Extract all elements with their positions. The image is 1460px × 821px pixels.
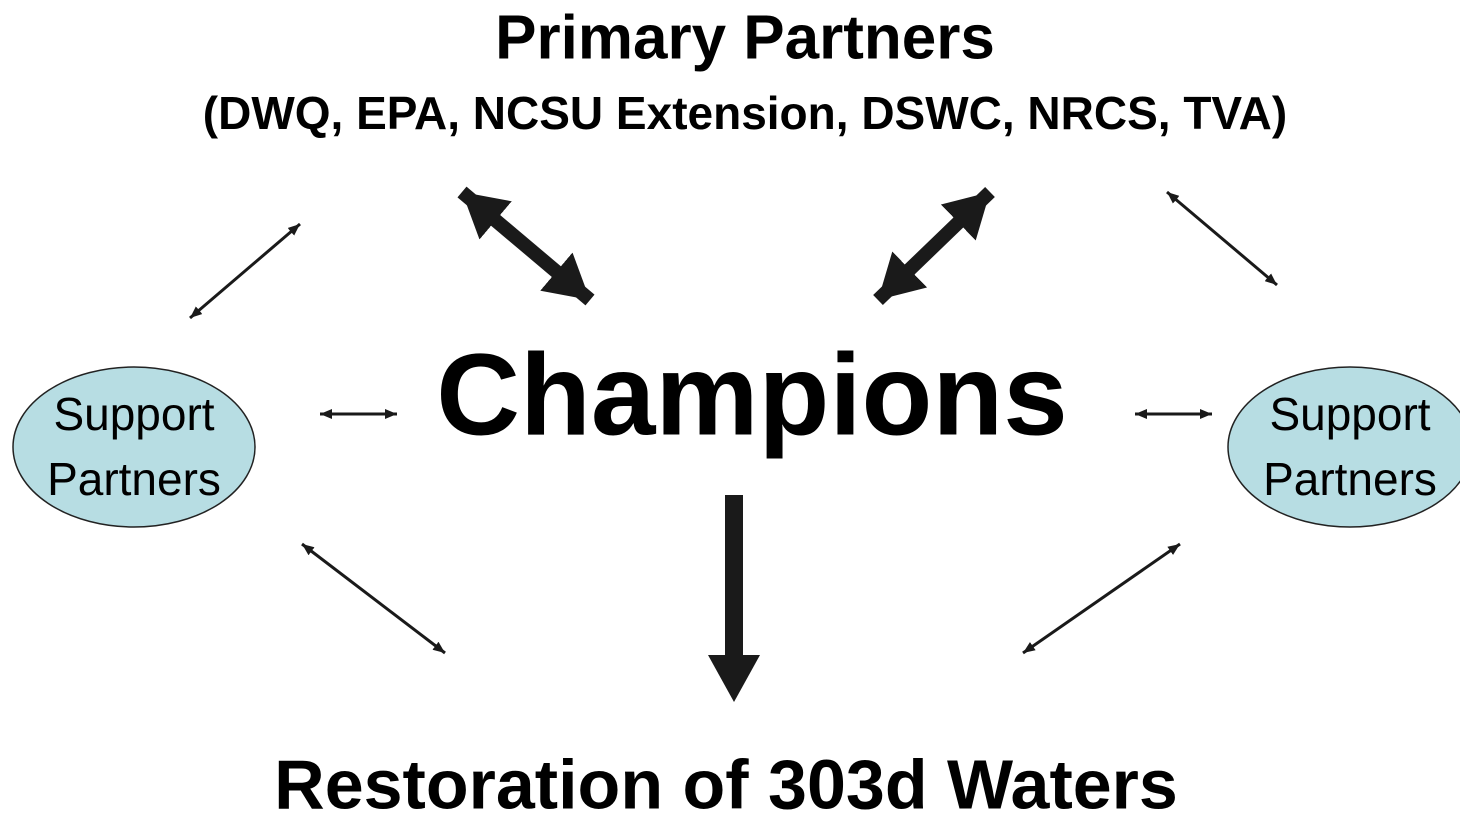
- ellipse: [1227, 366, 1460, 528]
- arrow-head: [708, 655, 760, 702]
- arrow: [1166, 190, 1278, 287]
- arrow: [301, 542, 446, 655]
- arrow: [189, 222, 301, 320]
- thin-arrows: [189, 190, 1278, 655]
- node-label: Partners: [47, 453, 221, 505]
- arrow: [1022, 542, 1181, 655]
- arrow: [457, 186, 595, 306]
- left-node: Support Partners: [12, 366, 256, 528]
- center-node: Champions: [436, 330, 1068, 460]
- right-node: Support Partners: [1227, 366, 1460, 528]
- title: Primary Partners: [495, 3, 995, 72]
- arrow-shaft: [725, 495, 743, 660]
- subtitle: (DWQ, EPA, NCSU Extension, DSWC, NRCS, T…: [203, 87, 1287, 139]
- node-label: Partners: [1263, 453, 1437, 505]
- down-arrow: [708, 495, 760, 702]
- ellipse: [12, 366, 256, 528]
- node-label: Support: [1269, 388, 1430, 440]
- thick-arrows: [457, 186, 995, 306]
- outcome: Restoration of 303d Waters: [274, 745, 1178, 821]
- node-label: Support: [53, 388, 214, 440]
- arrow: [873, 186, 995, 306]
